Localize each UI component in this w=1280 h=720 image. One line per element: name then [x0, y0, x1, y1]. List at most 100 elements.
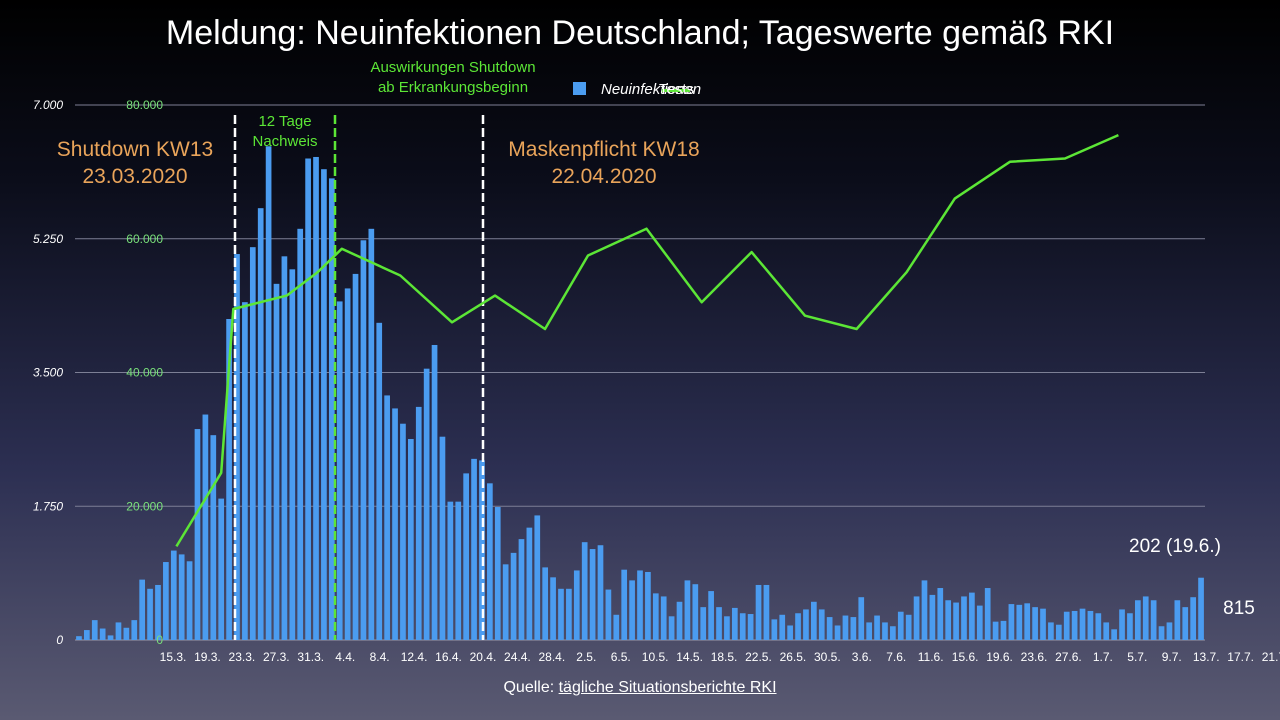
source-link[interactable]: tägliche Situationsberichte RKI	[558, 679, 777, 696]
bar	[842, 615, 849, 640]
y-axis-right: 0 20.000 40.000 60.000 80.000	[126, 98, 163, 647]
bar	[1000, 620, 1007, 640]
annotation-last-value: 202 (19.6.)	[1129, 536, 1221, 557]
bar	[178, 554, 185, 640]
legend: Neuinfektionen Tests	[573, 81, 701, 98]
bar	[945, 600, 952, 640]
bar	[874, 615, 880, 640]
chart-title: Meldung: Neuinfektionen Deutschland; Tag…	[165, 14, 1115, 52]
bar	[652, 593, 659, 640]
bar	[297, 228, 304, 641]
annotation-nachweis-line1: 12 Tage	[258, 113, 312, 130]
bar	[629, 580, 635, 640]
x-tick-label: 15.3.	[160, 650, 187, 664]
bar	[1048, 622, 1054, 640]
x-tick-label: 1.7.	[1093, 650, 1113, 664]
bar	[1142, 596, 1149, 640]
bar	[210, 435, 217, 640]
bar	[1174, 600, 1181, 640]
bar	[455, 501, 462, 640]
bar	[400, 423, 406, 640]
bar	[597, 545, 604, 640]
bar	[779, 614, 786, 640]
source-note: Quelle: tägliche Situationsberichte RKI	[0, 679, 1280, 697]
bar	[811, 601, 817, 640]
bar	[1008, 604, 1015, 640]
annotation-maskenpflicht-line1: Maskenpflicht KW18	[508, 138, 700, 161]
bar	[194, 429, 201, 640]
bar	[637, 570, 643, 640]
bar	[360, 240, 367, 640]
x-tick-label: 14.5.	[676, 650, 703, 664]
bar	[218, 498, 225, 640]
x-tick-label: 5.7.	[1127, 650, 1147, 664]
bar	[526, 527, 533, 640]
bar	[1024, 603, 1031, 640]
bar	[1127, 613, 1133, 640]
bar	[684, 580, 691, 640]
x-tick-label: 16.4.	[435, 650, 462, 664]
bar	[890, 626, 896, 640]
bar	[155, 584, 161, 640]
tests-line	[175, 133, 1119, 548]
bar	[534, 515, 541, 640]
y-left-tick-label: 5.250	[33, 232, 63, 246]
bar	[929, 594, 936, 640]
x-tick-label: 26.5.	[780, 650, 807, 664]
bar	[581, 542, 588, 640]
annotation-auswirkungen-line1: Auswirkungen Shutdown	[370, 59, 536, 76]
bar	[787, 625, 793, 640]
bar	[115, 622, 122, 640]
annotation-auswirkungen-line2: ab Erkrankungsbeginn	[377, 79, 529, 96]
x-tick-label: 11.6.	[918, 650, 944, 664]
legend-line-label: Tests	[659, 81, 695, 98]
bar	[202, 414, 209, 640]
bar-series	[76, 146, 1204, 641]
bar	[487, 483, 493, 640]
x-tick-label: 31.3.	[297, 650, 324, 664]
source-prefix: Quelle:	[503, 679, 559, 696]
bar	[423, 368, 430, 640]
event-markers	[233, 115, 485, 640]
bar	[668, 616, 675, 640]
bar	[1111, 629, 1117, 640]
y-left-tick-label: 3.500	[33, 366, 63, 380]
x-tick-label: 15.6.	[952, 650, 979, 664]
bar	[328, 178, 335, 640]
bar	[242, 302, 248, 640]
y-right-tick-label: 80.000	[126, 98, 163, 112]
y-left-tick-label: 7.000	[33, 98, 63, 112]
bar	[336, 301, 343, 640]
y-axis-left: 0 1.750 3.500 5.250 7.000	[33, 98, 63, 647]
bar	[147, 588, 153, 640]
bar	[818, 609, 825, 640]
bar	[558, 588, 564, 640]
bar	[107, 635, 114, 640]
bar	[645, 571, 651, 640]
annotation-maskenpflicht-line2: 22.04.2020	[551, 165, 657, 188]
x-tick-label: 20.4.	[470, 650, 497, 664]
bar	[1166, 622, 1173, 640]
x-tick-label: 18.5.	[711, 650, 738, 664]
bar	[99, 628, 106, 640]
x-tick-label: 4.4.	[335, 650, 355, 664]
bar	[1040, 608, 1046, 640]
x-tick-label: 19.6.	[986, 650, 1013, 664]
bar	[621, 569, 628, 640]
x-tick-label: 10.5.	[642, 650, 669, 664]
bar	[803, 609, 809, 640]
bar	[91, 620, 98, 640]
bar	[139, 579, 146, 640]
bar	[289, 269, 296, 640]
legend-bar-swatch	[573, 82, 586, 95]
bar	[518, 539, 525, 640]
annotation-shutdown-line1: Shutdown KW13	[56, 138, 214, 161]
bar	[589, 549, 596, 640]
bar	[352, 273, 359, 640]
bar	[550, 577, 556, 640]
x-tick-label: 17.7.	[1227, 650, 1254, 664]
bar	[463, 473, 469, 640]
bar	[502, 564, 509, 640]
y-right-tick-label: 40.000	[126, 366, 163, 380]
bar	[613, 614, 620, 640]
